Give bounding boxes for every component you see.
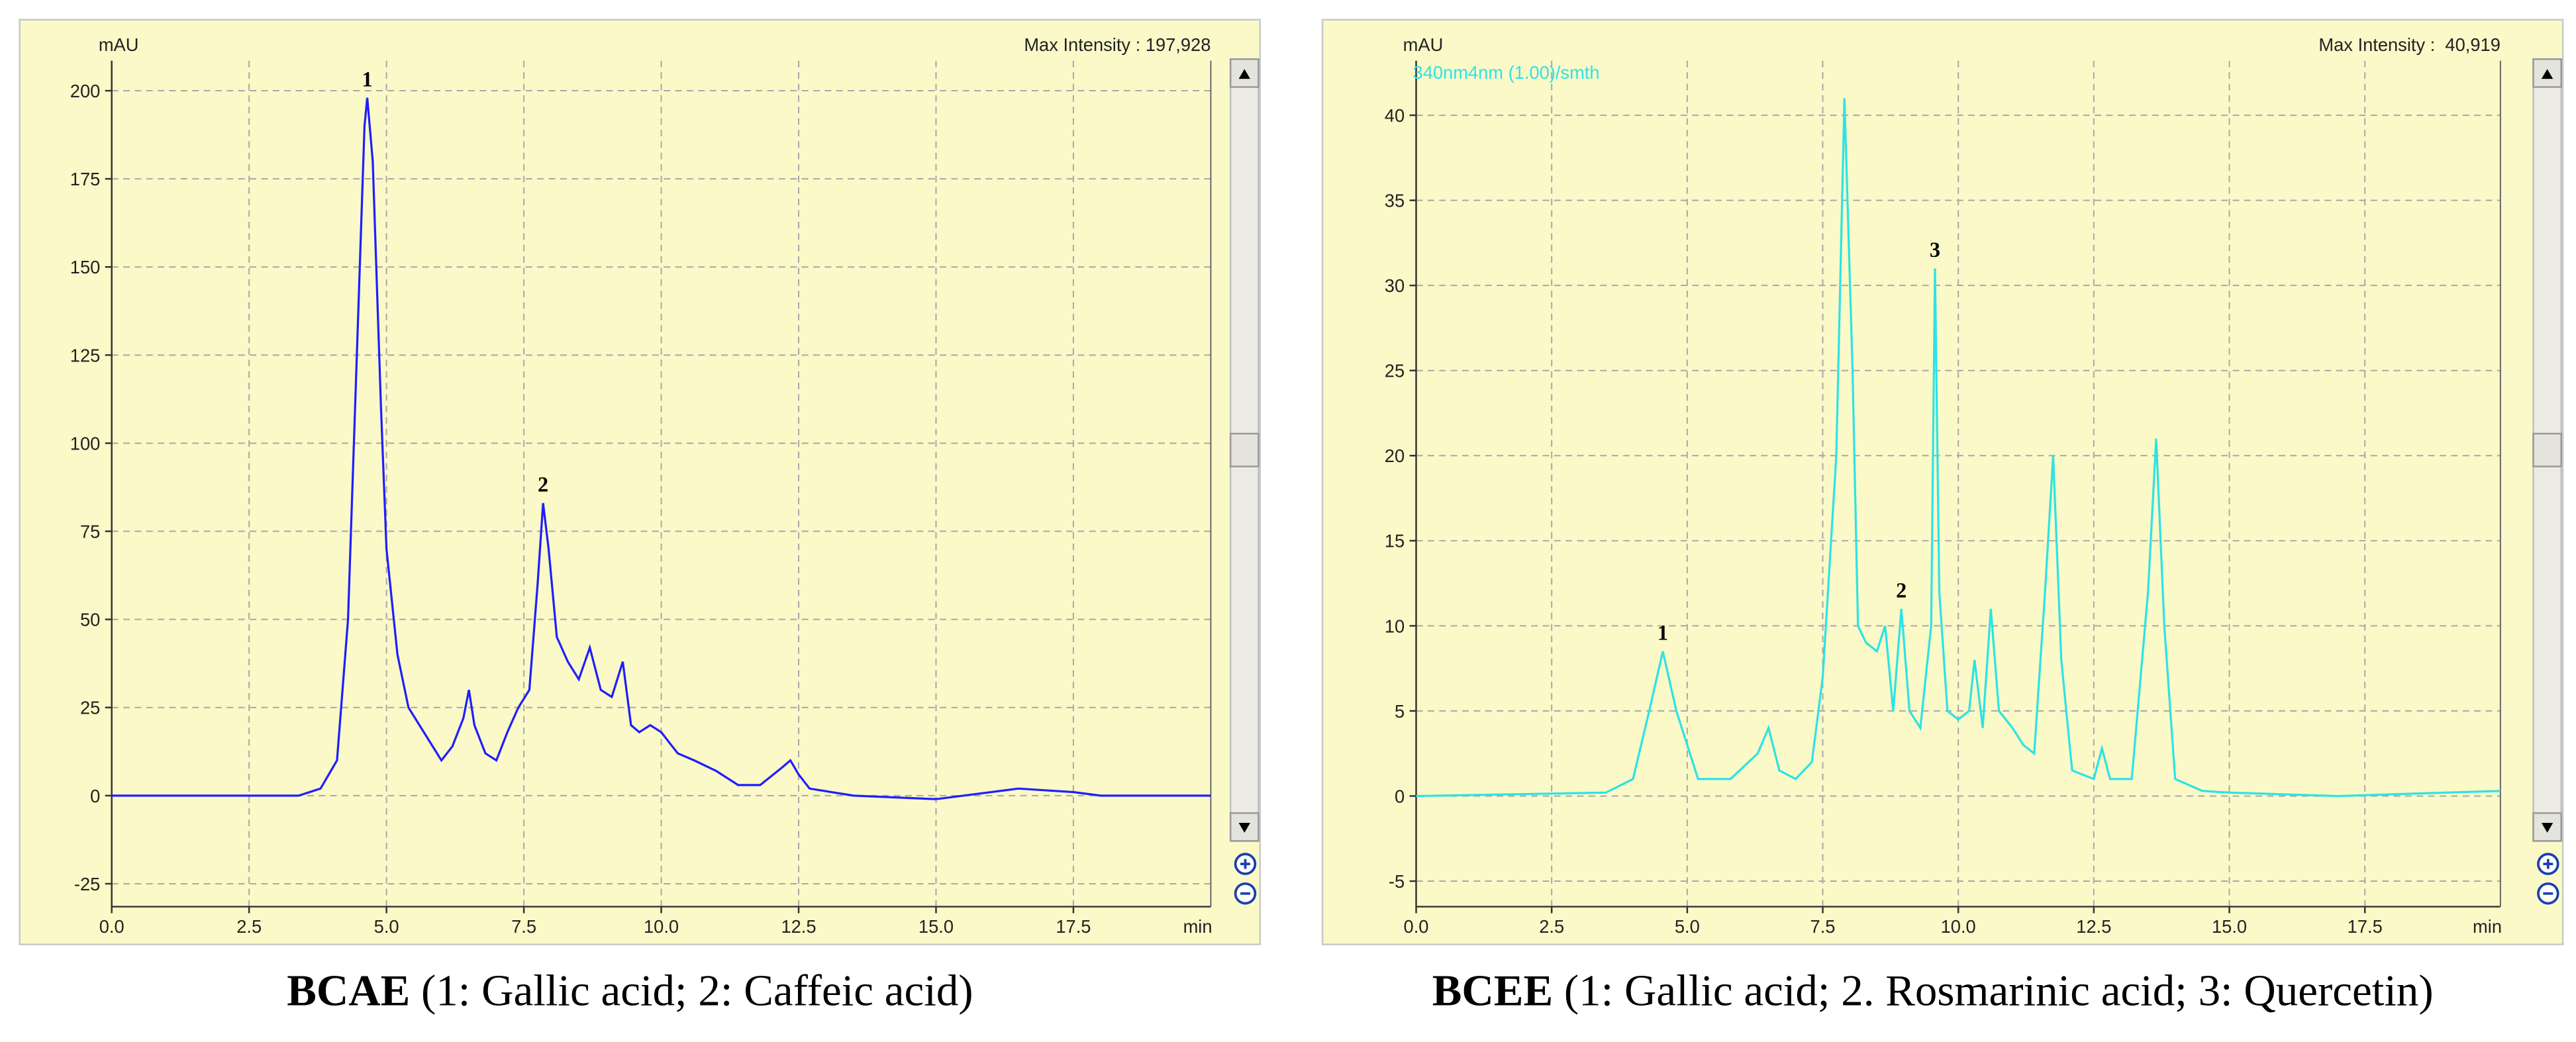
y-tick-label: 25	[80, 698, 100, 718]
channel-label: 340nm4nm (1.00)/smth	[1413, 62, 1600, 83]
scroll-thumb	[2532, 432, 2562, 467]
scroll-thumb	[1229, 432, 1260, 467]
x-tick-label: 15.0	[918, 916, 954, 937]
y-tick-label: 200	[70, 81, 101, 101]
x-axis-label: min	[1183, 916, 1213, 937]
caption: BCEE (1: Gallic acid; 2. Rosmarinic acid…	[1432, 966, 2434, 1015]
peak-label: 1	[1658, 621, 1668, 645]
zoom-out-button[interactable]	[2537, 882, 2559, 905]
zoom-in-button[interactable]	[2537, 853, 2559, 875]
x-tick-label: 5.0	[1675, 916, 1700, 937]
x-tick-label: 17.5	[2348, 916, 2383, 937]
caption-text: (1: Gallic acid; 2. Rosmarinic acid; 3: …	[1553, 966, 2434, 1015]
x-tick-label: 5.0	[374, 916, 399, 937]
x-axis-label: min	[2473, 916, 2502, 937]
y-tick-label: -5	[1389, 871, 1405, 892]
zoom-out-button[interactable]	[1234, 882, 1257, 905]
chart-panel: -5 0 5 10 15 20 25 30 35 40 0.0 2.5 5.0 7.5 10.0 12.5 15…	[1321, 19, 2564, 1015]
x-tick-label: 12.5	[781, 916, 816, 937]
caption: BCAE (1: Gallic acid; 2: Caffeic acid)	[287, 966, 973, 1015]
y-unit-label: mAU	[1403, 34, 1444, 55]
y-tick-label: 30	[1385, 275, 1405, 296]
panel-background	[1321, 19, 2564, 945]
y-tick-label: 5	[1395, 701, 1405, 722]
chart-panel: -25 0 25 50 75 100 125 150 175 200 0.0 2.5 5.0 7.5 10.…	[19, 19, 1262, 1015]
x-tick-label: 2.5	[236, 916, 262, 937]
max-intensity: Max Intensity : 40,919	[2318, 34, 2500, 55]
y-tick-label: -25	[74, 874, 100, 894]
zoom-in-button[interactable]	[1234, 853, 1257, 875]
y-tick-label: 125	[70, 345, 101, 365]
y-tick-label: 0	[1395, 786, 1405, 806]
y-unit-label: mAU	[99, 34, 139, 55]
peak-label: 3	[1930, 238, 1940, 261]
scroll-down-arrow	[2541, 823, 2553, 833]
x-tick-label: 0.0	[99, 916, 124, 937]
x-tick-label: 12.5	[2076, 916, 2111, 937]
y-tick-label: 75	[80, 521, 100, 542]
chromatogram-line	[111, 97, 1211, 800]
y-tick-label: 25	[1385, 361, 1405, 381]
y-tick-label: 35	[1385, 191, 1405, 211]
y-tick-label: 10	[1385, 616, 1405, 636]
peak-label: 2	[538, 473, 548, 497]
x-tick-label: 2.5	[1539, 916, 1564, 937]
chromatogram-line	[1416, 98, 2501, 798]
peak-label: 1	[362, 67, 373, 91]
x-tick-label: 17.5	[1056, 916, 1091, 937]
y-tick-label: 15	[1385, 531, 1405, 551]
y-tick-label: 100	[70, 433, 101, 453]
scroll-up-arrow	[2541, 69, 2553, 79]
y-tick-label: 20	[1385, 446, 1405, 466]
y-tick-label: 150	[70, 257, 101, 277]
x-tick-label: 0.0	[1404, 916, 1429, 937]
max-intensity: Max Intensity : 197,928	[1024, 34, 1211, 55]
y-tick-label: 0	[90, 786, 100, 806]
caption-text: (1: Gallic acid; 2: Caffeic acid)	[410, 966, 973, 1015]
y-tick-label: 40	[1385, 105, 1405, 126]
caption-bold: BCAE	[287, 966, 410, 1015]
caption-bold: BCEE	[1432, 966, 1553, 1015]
x-tick-label: 7.5	[511, 916, 536, 937]
x-tick-label: 10.0	[1941, 916, 1976, 937]
x-tick-label: 7.5	[1810, 916, 1836, 937]
peak-label: 2	[1896, 578, 1907, 602]
y-tick-label: 175	[70, 169, 101, 189]
scroll-down-arrow	[1238, 823, 1250, 833]
y-tick-label: 50	[80, 610, 100, 630]
x-tick-label: 15.0	[2212, 916, 2247, 937]
x-tick-label: 10.0	[644, 916, 679, 937]
scroll-up-arrow	[1238, 69, 1250, 79]
